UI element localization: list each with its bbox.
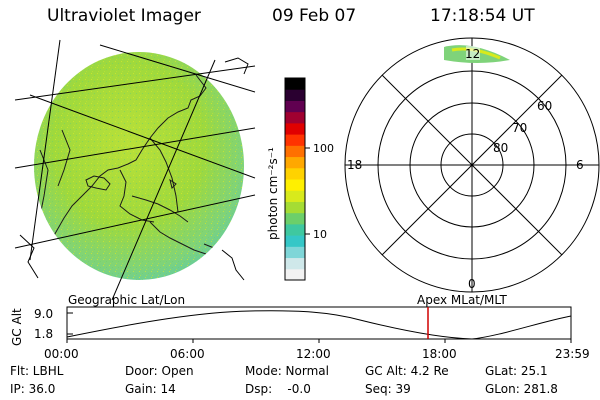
orbit-ytick-9: 9.0 (34, 307, 53, 321)
colorbar-band (285, 190, 305, 202)
orbit-left-title: Geographic Lat/Lon (68, 293, 185, 307)
time-label: 17:18:54 UT (430, 6, 535, 26)
orbit-ytick-1-8: 1.8 (34, 327, 53, 341)
polar-mlt-0: 0 (468, 277, 476, 291)
colorbar-band (285, 246, 305, 259)
colorbar-band (285, 78, 305, 90)
orbit-xtick-0000: 00:00 (44, 347, 79, 361)
instrument-title: Ultraviolet Imager (47, 6, 201, 26)
colorbar: 100 10 photon cm⁻²s⁻¹ (266, 77, 334, 281)
date-label: 09 Feb 07 (272, 6, 357, 26)
colorbar-band (285, 100, 305, 113)
orbit-xtick-1800: 18:00 (422, 347, 457, 361)
colorbar-band (285, 89, 305, 101)
orbit-xtick-2359: 23:59 (555, 347, 590, 361)
colorbar-band (285, 167, 305, 180)
colorbar-unit-label: photon cm⁻²s⁻¹ (266, 147, 280, 240)
status-glat: GLat: 25.1 (485, 364, 548, 378)
orbit-ylabel: GC Alt (10, 308, 24, 346)
orbit-xtick-0600: 06:00 (170, 347, 205, 361)
polar-mlat-70: 70 (512, 121, 527, 135)
status-gc-alt: GC Alt: 4.2 Re (365, 364, 449, 378)
status-ip: IP: 36.0 (10, 382, 56, 396)
status-dsp: Dsp: -0.0 (245, 382, 311, 396)
colorbar-band (285, 201, 305, 214)
status-seq: Seq: 39 (365, 382, 411, 396)
colorbar-band (285, 134, 305, 146)
colorbar-band (285, 156, 305, 169)
colorbar-band (285, 223, 305, 236)
colorbar-band (285, 145, 305, 158)
polar-mlt-12: 12 (465, 47, 480, 61)
orbit-panel: Geographic Lat/Lon Apex MLat/MLT GC Alt … (10, 293, 590, 361)
status-mode: Mode: Normal (245, 364, 329, 378)
colorbar-band (285, 179, 305, 191)
orbit-altitude-curve (66, 310, 572, 340)
colorbar-tick-100-label: 100 (313, 142, 334, 155)
colorbar-band (285, 257, 305, 270)
orbit-right-title: Apex MLat/MLT (417, 293, 507, 307)
polar-mlat-80: 80 (493, 141, 508, 155)
polar-mlt-6: 6 (576, 158, 584, 172)
colorbar-band (285, 268, 305, 281)
polar-mlt-18: 18 (347, 158, 362, 172)
status-glon: GLon: 281.8 (485, 382, 558, 396)
colorbar-band (285, 111, 305, 124)
orbit-xtick-1200: 12:00 (296, 347, 331, 361)
polar-mlat-60: 60 (537, 99, 552, 113)
colorbar-tick-10-label: 10 (313, 228, 327, 241)
colorbar-band (285, 235, 305, 247)
status-door: Door: Open (125, 364, 194, 378)
earth-disk-image (14, 39, 256, 301)
polar-plot (344, 37, 600, 293)
status-gain: Gain: 14 (125, 382, 176, 396)
colorbar-band (285, 122, 305, 135)
status-flt: Flt: LBHL (10, 364, 64, 378)
colorbar-band (285, 212, 305, 225)
